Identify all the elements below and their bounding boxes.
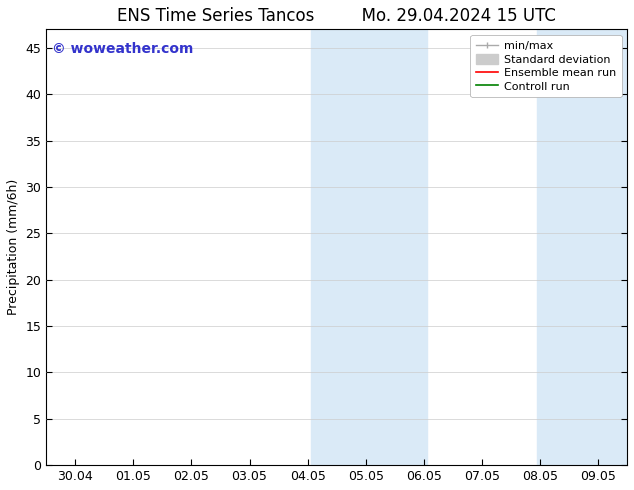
Legend: min/max, Standard deviation, Ensemble mean run, Controll run: min/max, Standard deviation, Ensemble me… xyxy=(470,35,621,98)
Bar xyxy=(537,29,572,465)
Bar xyxy=(340,29,427,465)
Title: ENS Time Series Tancos         Mo. 29.04.2024 15 UTC: ENS Time Series Tancos Mo. 29.04.2024 15… xyxy=(117,7,556,25)
Y-axis label: Precipitation (mm/6h): Precipitation (mm/6h) xyxy=(7,179,20,316)
Bar xyxy=(311,29,368,465)
Bar xyxy=(566,29,630,465)
Text: © woweather.com: © woweather.com xyxy=(52,42,193,56)
